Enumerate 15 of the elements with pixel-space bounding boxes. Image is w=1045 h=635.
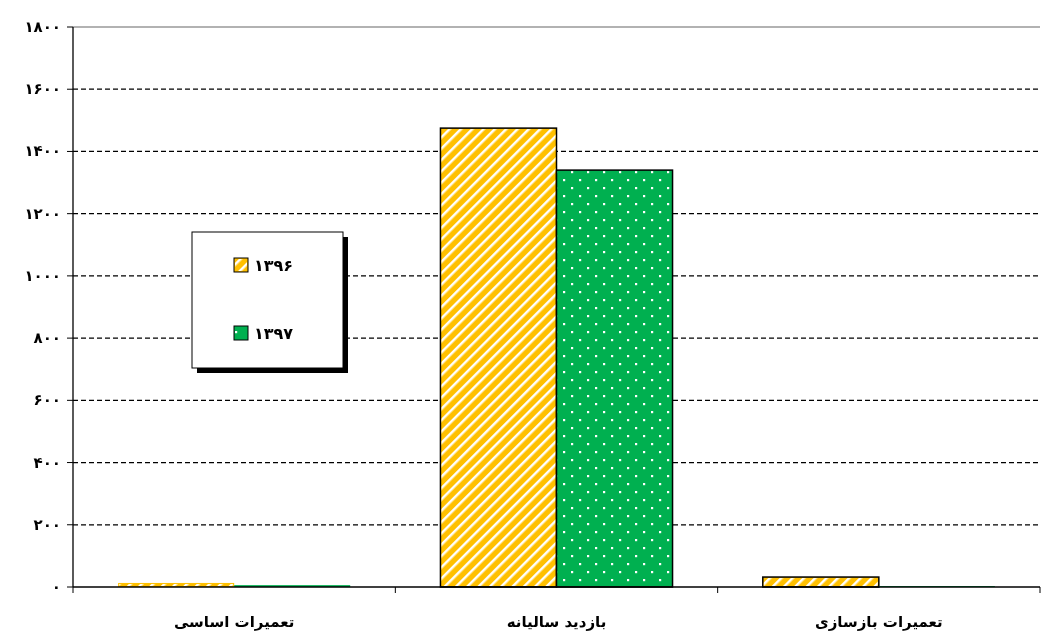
x-tick-label: تعمیرات بازسازی (814, 613, 943, 631)
y-tick-label: ۸۰۰ (33, 329, 61, 348)
x-tick-label: تعمیرات اساسی (173, 613, 295, 631)
y-tick-label: ۶۰۰ (33, 391, 61, 410)
y-tick-label: ۰ (51, 578, 61, 596)
y-tick-label: ۱۰۰۰ (24, 266, 61, 285)
legend-label: ۱۳۹۶ (254, 256, 294, 275)
y-tick-label: ۲۰۰ (33, 515, 61, 534)
x-tick-label: بازدید سالیانه (506, 613, 607, 631)
y-tick-label: ۱۴۰۰ (24, 142, 61, 161)
y-tick-label: ۱۶۰۰ (24, 80, 61, 99)
y-tick-label: ۱۸۰۰ (24, 18, 61, 36)
y-tick-label: ۴۰۰ (33, 453, 61, 472)
y-tick-label: ۱۲۰۰ (24, 204, 61, 223)
legend-label: ۱۳۹۷ (254, 324, 294, 343)
